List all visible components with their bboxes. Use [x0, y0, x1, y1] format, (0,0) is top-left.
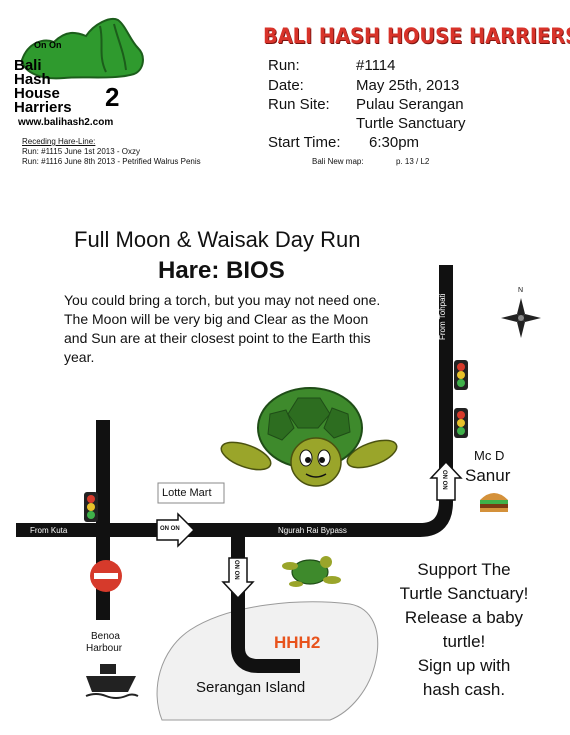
logo-line-harriers: Harriers: [14, 99, 72, 116]
map-ref-value: p. 13 / L2: [396, 157, 430, 166]
traffic-light-icon-left: [84, 492, 98, 522]
logo-number: 2: [105, 82, 120, 112]
support-message: Support The Turtle Sanctuary! Release a …: [380, 558, 548, 702]
label-from-kuta: From Kuta: [30, 526, 68, 535]
lotte-mart-box: [157, 482, 225, 504]
no-entry-icon: [90, 560, 122, 592]
on-on-arrow-icon-up: [429, 460, 463, 501]
burger-icon: [480, 493, 508, 512]
label-on-on-down: ON ON: [233, 560, 239, 580]
on-on-arrow-icon-down: [221, 557, 255, 600]
hare-name: Hare: BIOS: [158, 257, 285, 284]
small-turtle-icon: [282, 556, 341, 587]
bypass-road: [16, 265, 453, 537]
label-from-tohpati: From Tohpati: [438, 293, 447, 340]
support-line-2: Turtle Sanctuary!: [399, 584, 529, 603]
support-line-1: Support The: [417, 560, 511, 579]
label-serangan-island: Serangan Island: [196, 679, 306, 696]
start-label: Start Time:: [268, 134, 341, 151]
receding-line-2: Run: #1116 June 8th 2013 - Petrified Wal…: [22, 157, 201, 166]
on-on-arrow-icon-right: [156, 512, 196, 548]
label-lotte-mart: Lotte Mart: [162, 487, 212, 499]
logo: On On Bali Hash House Harriers 2 www.bal…: [14, 12, 154, 128]
label-on-on-up: ON ON: [441, 470, 447, 490]
receding-heading: Receding Hare-Line:: [22, 137, 96, 146]
compass-icon: [501, 298, 541, 338]
label-on-on-right: ON ON: [160, 526, 180, 532]
run-label: Run:: [268, 57, 300, 74]
logo-line-house: House: [14, 85, 60, 102]
banner-title: BALI HASH HOUSE HARRIERS 2: [263, 24, 570, 48]
label-ngurah-rai: Ngurah Rai Bypass: [278, 526, 347, 535]
run-value: #1114: [356, 57, 396, 74]
volcano-logo-icon: [20, 18, 144, 80]
label-hhh2: HHH2: [274, 633, 321, 652]
date-label: Date:: [268, 77, 304, 94]
big-turtle-icon: [220, 387, 398, 487]
map-ref-label: Bali New map:: [312, 157, 364, 166]
site-value-2: Turtle Sanctuary: [356, 115, 466, 132]
site-value-1: Pulau Serangan: [356, 96, 464, 113]
support-line-6: hash cash.: [422, 680, 506, 699]
logo-line-bali: Bali: [14, 57, 42, 74]
serangan-road: [231, 530, 300, 673]
label-sanur: Sanur: [465, 466, 511, 485]
support-line-3: Release a baby: [404, 608, 524, 627]
logo-url: www.balihash2.com: [18, 117, 114, 128]
traffic-light-icon-upper: [454, 360, 468, 390]
event-title: Full Moon & Waisak Day Run: [74, 227, 361, 252]
support-line-4: turtle!: [442, 632, 486, 651]
logo-line-hash: Hash: [14, 71, 51, 88]
label-harbour: Harbour: [86, 643, 123, 654]
label-benoa: Benoa: [91, 631, 120, 642]
event-description: You could bring a torch, but you may not…: [64, 292, 381, 365]
date-value: May 25th, 2013: [356, 77, 460, 94]
support-line-5: Sign up with: [417, 656, 511, 675]
label-mcd: Mc D: [474, 448, 505, 463]
compass-n-label: N: [518, 287, 524, 294]
start-value: 6:30pm: [369, 134, 420, 151]
logo-on-on: On On: [34, 40, 62, 50]
receding-line-1: Run: #1115 June 1st 2013 - Oxzy: [22, 147, 140, 156]
boat-icon: [85, 664, 139, 699]
traffic-light-icon-lower: [454, 408, 468, 438]
site-label: Run Site:: [268, 96, 330, 113]
